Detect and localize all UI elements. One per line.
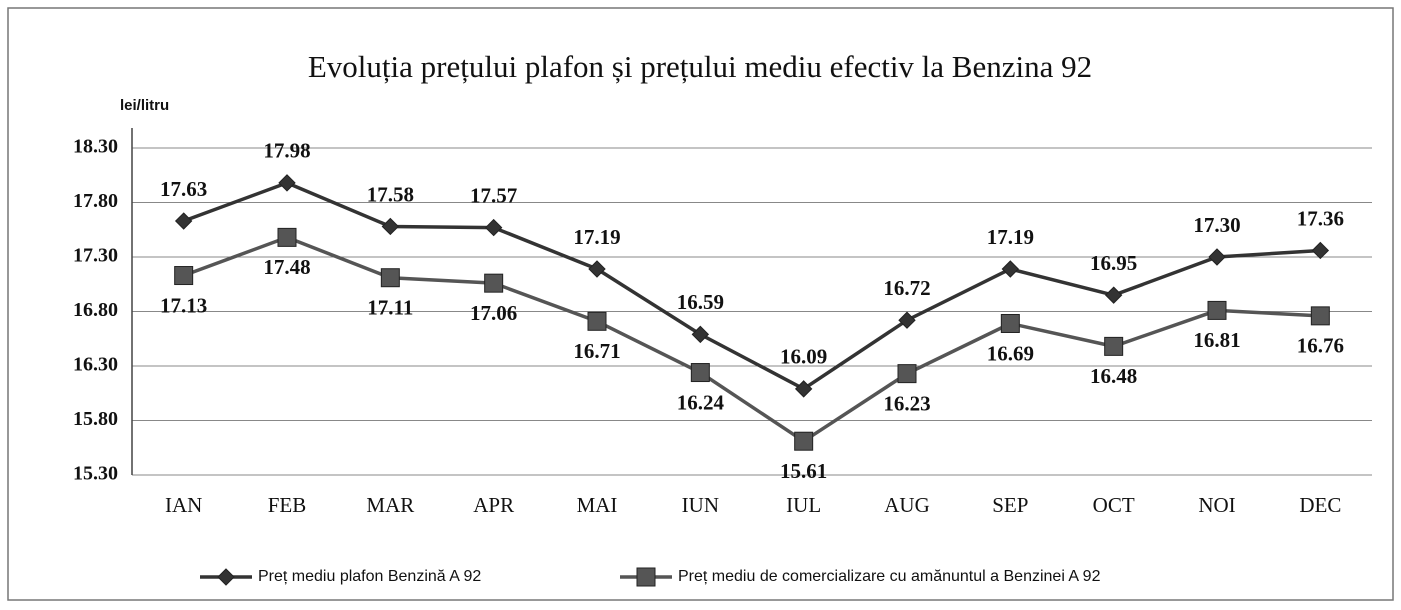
- y-tick-label: 15.30: [73, 463, 118, 485]
- series-line: [183, 235, 1321, 444]
- data-point: [794, 431, 814, 451]
- chart-border: [7, 7, 1394, 601]
- data-point: [380, 268, 400, 288]
- data-point: [794, 380, 813, 398]
- y-tick-label: 17.80: [73, 190, 118, 212]
- data-label: 17.19: [573, 225, 620, 249]
- x-tick-label: APR: [473, 493, 514, 517]
- data-point: [1104, 336, 1124, 356]
- data-label: 17.30: [1193, 213, 1240, 237]
- data-point: [691, 325, 710, 344]
- data-label: 17.63: [160, 177, 207, 201]
- data-point: [278, 174, 296, 192]
- data-label: 17.98: [263, 139, 310, 163]
- data-point: [1311, 241, 1330, 260]
- data-label: 16.24: [677, 390, 725, 414]
- data-label: 17.11: [367, 296, 413, 320]
- legend-label: Preț mediu plafon Benzină A 92: [258, 568, 481, 585]
- data-label: 16.48: [1090, 364, 1137, 388]
- x-tick-label: SEP: [992, 493, 1028, 517]
- x-tick-label: IUN: [682, 493, 719, 517]
- data-point: [1001, 260, 1020, 278]
- y-tick-label: 15.80: [73, 408, 118, 430]
- y-tick-label: 16.30: [73, 354, 118, 376]
- data-point: [898, 311, 916, 329]
- data-label: 17.57: [470, 183, 517, 207]
- data-label: 16.71: [573, 339, 620, 363]
- data-label: 17.48: [263, 255, 310, 279]
- data-point: [588, 260, 606, 278]
- data-label: 16.23: [883, 391, 930, 415]
- x-tick-label: IUL: [786, 493, 821, 517]
- data-point: [1310, 306, 1330, 326]
- x-tick-label: OCT: [1093, 493, 1135, 517]
- data-label: 17.58: [367, 182, 414, 206]
- data-point: [484, 218, 503, 237]
- x-tick-label: AUG: [884, 493, 930, 517]
- y-tick-label: 16.80: [73, 299, 118, 321]
- x-tick-label: IAN: [165, 493, 202, 517]
- data-point: [277, 227, 297, 247]
- data-label: 16.59: [677, 290, 724, 314]
- legend-marker: [636, 567, 656, 587]
- x-tick-label: FEB: [268, 493, 307, 517]
- data-label: 17.06: [470, 301, 517, 325]
- data-point: [1208, 248, 1226, 266]
- data-label: 17.19: [987, 225, 1034, 249]
- legend-label: Preț mediu de comercializare cu amănuntu…: [678, 568, 1101, 585]
- data-label: 16.69: [987, 341, 1034, 365]
- x-tick-label: DEC: [1299, 493, 1341, 517]
- data-point: [1000, 313, 1020, 333]
- data-point: [381, 217, 400, 236]
- data-label: 16.09: [780, 345, 827, 369]
- data-label: 16.72: [883, 276, 930, 300]
- data-point: [690, 363, 710, 383]
- data-point: [587, 311, 607, 331]
- data-point: [897, 364, 917, 384]
- data-label: 17.13: [160, 293, 207, 317]
- data-point: [174, 266, 194, 286]
- data-point: [1104, 286, 1123, 304]
- x-tick-label: NOI: [1198, 493, 1235, 517]
- data-point: [174, 212, 193, 230]
- data-point: [1207, 300, 1227, 320]
- data-label: 16.81: [1193, 328, 1240, 352]
- chart-title: Evoluția prețului plafon și prețului med…: [308, 49, 1092, 84]
- data-label: 16.95: [1090, 251, 1137, 275]
- y-tick-label: 18.30: [73, 136, 118, 158]
- data-label: 15.61: [780, 459, 827, 483]
- y-tick-label: 17.30: [73, 245, 118, 267]
- data-point: [484, 273, 504, 293]
- data-label: 16.76: [1297, 334, 1344, 358]
- y-axis-label: lei/litru: [120, 97, 169, 114]
- data-label: 17.36: [1297, 206, 1344, 230]
- x-tick-label: MAR: [366, 493, 414, 517]
- series-line: [183, 180, 1321, 391]
- x-tick-label: MAI: [577, 493, 618, 517]
- legend-marker: [217, 568, 235, 586]
